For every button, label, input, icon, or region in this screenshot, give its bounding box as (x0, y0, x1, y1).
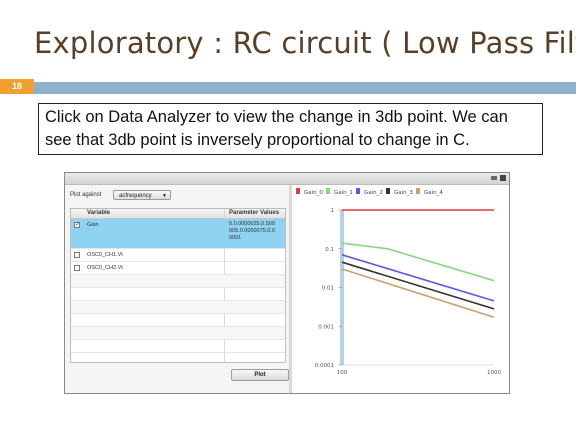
plot-button[interactable]: Plot (231, 369, 289, 381)
legend-label: Gain_1 (334, 190, 353, 196)
slide-number: 18 (0, 79, 34, 94)
panel-splitter[interactable] (289, 185, 292, 393)
minimize-icon[interactable] (491, 176, 497, 180)
legend-swatch (326, 188, 330, 194)
legend-swatch (386, 188, 390, 194)
series-line-gain-2 (341, 254, 495, 302)
chevron-down-icon: ▼ (162, 193, 167, 199)
variable-name: OSC0_CH2.Vt (87, 265, 123, 271)
y-tick-label: 0.001 (318, 324, 334, 330)
data-analyzer-window: Plot against acfrequency ▼ Variable Para… (64, 172, 510, 394)
empty-row (71, 275, 285, 288)
legend-swatch (356, 188, 360, 194)
column-header-variable: Variable (87, 210, 111, 216)
parameter-values: 0.0.0000025.0.500 005.0.0000075.0.0 0001 (229, 221, 275, 241)
y-tick-label: 1 (331, 208, 335, 214)
table-row[interactable]: OSC0_CH1.Vt (71, 249, 285, 262)
instruction-callout: Click on Data Analyzer to view the chang… (38, 103, 543, 155)
legend-label: Gain_3 (394, 190, 413, 196)
y-tick-label: 0.01 (322, 286, 334, 292)
row-checkbox[interactable] (74, 265, 80, 271)
series-line-gain-3 (341, 261, 495, 310)
gain-chart: Gain_0 Gain_1 Gain_2 Gain_3 Gain_4 1 0.1 0.01 0.… (296, 188, 501, 376)
table-header: Variable Parameter Values (71, 209, 285, 219)
chart-panel: Gain_0 Gain_1 Gain_2 Gain_3 Gain_4 1 0.1 0.01 0.… (292, 185, 509, 393)
slide-title: Exploratory : RC circuit ( Low Pass Filt… (34, 26, 576, 60)
variable-name: Gain (87, 222, 99, 228)
plot-against-select[interactable]: acfrequency ▼ (113, 190, 171, 200)
plot-against-value: acfrequency (119, 193, 152, 199)
x-tick-label: 1000 (487, 370, 501, 376)
accent-bar (34, 82, 576, 94)
table-row[interactable]: OSC0_CH2.Vt (71, 262, 285, 275)
row-checkbox[interactable]: ✓ (74, 222, 81, 228)
legend-swatch (416, 188, 420, 194)
empty-row (71, 314, 285, 327)
legend-swatch (296, 188, 300, 194)
series-line-gain-1 (341, 242, 495, 282)
variable-name: OSC0_CH1.Vt (87, 252, 123, 258)
slide-header-bar: 18 (0, 79, 576, 94)
empty-row (71, 340, 285, 353)
x-tick-label: 100 (337, 370, 348, 376)
close-icon[interactable] (500, 175, 506, 181)
legend-label: Gain_4 (424, 190, 443, 196)
variable-panel: Plot against acfrequency ▼ Variable Para… (65, 185, 290, 393)
window-titlebar (65, 173, 509, 185)
plot-against-label: Plot against (70, 192, 102, 198)
column-header-parameters: Parameter Values (229, 210, 280, 216)
legend-label: Gain_0 (304, 190, 323, 196)
variable-table: Variable Parameter Values ✓ Gain 0.0.000… (70, 208, 286, 363)
empty-row (71, 327, 285, 340)
empty-row (71, 301, 285, 314)
empty-row (71, 288, 285, 301)
row-checkbox[interactable] (74, 252, 80, 258)
y-tick-label: 0.1 (325, 247, 334, 253)
y-tick-label: 0.0001 (315, 363, 334, 369)
legend-label: Gain_2 (364, 190, 383, 196)
table-row[interactable]: ✓ Gain 0.0.0000025.0.500 005.0.0000075.0… (71, 219, 285, 249)
series-line-gain-4 (341, 268, 495, 319)
